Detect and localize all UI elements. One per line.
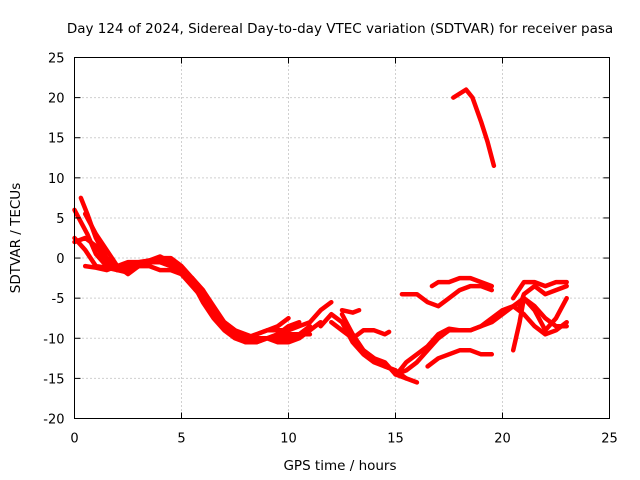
- series-trace-10: [339, 307, 362, 315]
- y-tick-label: 10: [48, 172, 65, 187]
- gridlines: [74, 57, 610, 419]
- x-tick-label: 25: [601, 432, 618, 447]
- y-axis-title: SDTVAR / TECUs: [8, 183, 24, 293]
- series-trace-13: [397, 303, 569, 373]
- y-tick-label: -10: [43, 332, 64, 347]
- y-tick-label: 20: [48, 92, 65, 107]
- series-trace-20: [510, 279, 569, 301]
- series-trace-18: [510, 295, 569, 353]
- series-trace-1: [72, 207, 334, 341]
- y-tick-label: -20: [43, 413, 64, 428]
- y-tick-label: 15: [48, 132, 65, 147]
- series-trace-16: [425, 348, 495, 369]
- y-tick-label: -5: [52, 292, 65, 307]
- y-tick-label: -15: [43, 372, 64, 387]
- y-tick-label: 5: [56, 212, 64, 227]
- chart-title: Day 124 of 2024, Sidereal Day-to-day VTE…: [67, 21, 613, 37]
- x-tick-label: 0: [70, 432, 78, 447]
- series-trace-14: [399, 283, 495, 309]
- series-trace-17: [451, 87, 497, 169]
- series-trace-19: [517, 283, 569, 309]
- x-axis-title: GPS time / hours: [283, 458, 396, 474]
- data-traces: [72, 87, 569, 385]
- x-tick-label: 5: [177, 432, 185, 447]
- y-tick-label: 25: [48, 52, 65, 67]
- axis-ticks: [74, 57, 610, 419]
- x-tick-label: 10: [280, 432, 297, 447]
- plot-frame: [74, 57, 610, 419]
- series-trace-11: [350, 328, 392, 341]
- x-axis-tick-labels: 0 5 10 15 20 25: [70, 432, 617, 447]
- series-trace-6: [82, 258, 313, 345]
- series-trace-15: [429, 275, 495, 289]
- y-tick-label: 0: [56, 252, 64, 267]
- x-tick-label: 15: [387, 432, 404, 447]
- x-tick-label: 20: [494, 432, 511, 447]
- series-trace-12: [393, 295, 569, 377]
- y-axis-tick-labels: -20 -15 -10 -5 0 5 10 15 20 25: [43, 52, 64, 428]
